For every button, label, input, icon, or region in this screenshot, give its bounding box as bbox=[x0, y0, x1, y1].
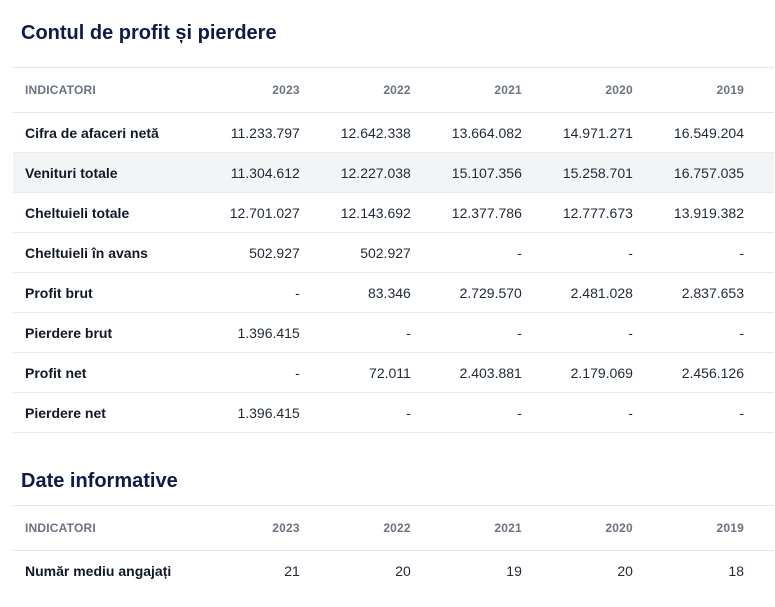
cell-value: 2.179.069 bbox=[551, 352, 663, 393]
cell-value: 1.396.415 bbox=[218, 312, 330, 353]
table-row: Venituri totale 11.304.612 12.227.038 15… bbox=[13, 152, 774, 193]
cell-value: 72.011 bbox=[329, 352, 441, 393]
profit-loss-title: Contul de profit și pierdere bbox=[21, 22, 277, 44]
profit-loss-table: INDICATORI 2023 2022 2021 2020 2019 Cifr… bbox=[13, 67, 774, 433]
cell-value: 13.664.082 bbox=[440, 112, 552, 153]
cell-value: 15.258.701 bbox=[551, 152, 663, 193]
cell-value: 2.403.881 bbox=[440, 352, 552, 393]
cell-value: 12.777.673 bbox=[551, 192, 663, 233]
cell-value: - bbox=[218, 272, 330, 313]
cell-value: 2.481.028 bbox=[551, 272, 663, 313]
column-header-year: 2020 bbox=[551, 505, 663, 551]
cell-value: - bbox=[329, 392, 441, 433]
row-label: Profit net bbox=[13, 352, 219, 393]
column-header-year: 2023 bbox=[218, 67, 330, 113]
cell-value: 12.701.027 bbox=[218, 192, 330, 233]
column-header-year: 2019 bbox=[662, 505, 774, 551]
cell-value: 15.107.356 bbox=[440, 152, 552, 193]
column-header-year: 2022 bbox=[329, 505, 441, 551]
table-row: Cifra de afaceri netă 11.233.797 12.642.… bbox=[13, 112, 774, 153]
cell-value: - bbox=[662, 232, 774, 273]
cell-value: - bbox=[440, 392, 552, 433]
column-header-year: 2022 bbox=[329, 67, 441, 113]
cell-value: 18 bbox=[728, 562, 744, 579]
column-header-year: 2021 bbox=[440, 505, 552, 551]
cell-value: 21 bbox=[284, 562, 300, 579]
cell-value: 16.549.204 bbox=[662, 112, 774, 153]
cell-value: 20 bbox=[395, 562, 411, 579]
cell-value: - bbox=[329, 312, 441, 353]
table-header-row: INDICATORI 2023 2022 2021 2020 2019 bbox=[13, 505, 774, 551]
cell-value: 1.396.415 bbox=[218, 392, 330, 433]
cell-value: - bbox=[662, 392, 774, 433]
cell-value: 12.642.338 bbox=[329, 112, 441, 153]
info-table: INDICATORI 2023 2022 2021 2020 2019 Numă… bbox=[13, 505, 774, 590]
table-row: Pierdere brut 1.396.415 - - - - bbox=[13, 312, 774, 353]
cell-value: - bbox=[551, 312, 663, 353]
row-label: Venituri totale bbox=[13, 152, 219, 193]
row-label: Cheltuieli în avans bbox=[13, 232, 219, 273]
cell-value: - bbox=[218, 352, 330, 393]
cell-value: 19 bbox=[506, 562, 522, 579]
info-title: Date informative bbox=[21, 470, 178, 492]
table-row: Pierdere net 1.396.415 - - - - bbox=[13, 392, 774, 433]
cell-value: 502.927 bbox=[218, 232, 330, 273]
cell-value: 20 bbox=[617, 562, 633, 579]
row-label: Pierdere net bbox=[13, 392, 219, 433]
cell-value: 16.757.035 bbox=[662, 152, 774, 193]
cell-value: - bbox=[440, 232, 552, 273]
cell-value: - bbox=[662, 312, 774, 353]
row-label: Cheltuieli totale bbox=[13, 192, 219, 233]
column-header-year: 2023 bbox=[218, 505, 330, 551]
cell-value: 2.456.126 bbox=[662, 352, 774, 393]
table-row: Profit net - 72.011 2.403.881 2.179.069 … bbox=[13, 352, 774, 393]
cell-value: 11.304.612 bbox=[218, 152, 330, 193]
row-label: Număr mediu angajați bbox=[25, 562, 172, 579]
row-label: Cifra de afaceri netă bbox=[13, 112, 219, 153]
table-row: Profit brut - 83.346 2.729.570 2.481.028… bbox=[13, 272, 774, 313]
cell-value: 12.377.786 bbox=[440, 192, 552, 233]
cell-value: - bbox=[551, 392, 663, 433]
cell-value: 14.971.271 bbox=[551, 112, 663, 153]
cell-value: 502.927 bbox=[329, 232, 441, 273]
row-label: Profit brut bbox=[13, 272, 219, 313]
cell-value: 2.837.653 bbox=[662, 272, 774, 313]
cell-value: 2.729.570 bbox=[440, 272, 552, 313]
table-header-row: INDICATORI 2023 2022 2021 2020 2019 bbox=[13, 67, 774, 113]
cell-value: 83.346 bbox=[329, 272, 441, 313]
column-header-indicator: INDICATORI bbox=[13, 67, 219, 113]
cell-value: - bbox=[551, 232, 663, 273]
table-row: Cheltuieli în avans 502.927 502.927 - - … bbox=[13, 232, 774, 273]
table-row: Număr mediu angajați 21 20 19 20 18 bbox=[13, 551, 774, 591]
table-row: Cheltuieli totale 12.701.027 12.143.692 … bbox=[13, 192, 774, 233]
cell-value: 11.233.797 bbox=[218, 112, 330, 153]
column-header-year: 2020 bbox=[551, 67, 663, 113]
cell-value: 12.143.692 bbox=[329, 192, 441, 233]
row-label: Pierdere brut bbox=[13, 312, 219, 353]
column-header-year: 2021 bbox=[440, 67, 552, 113]
cell-value: - bbox=[440, 312, 552, 353]
cell-value: 12.227.038 bbox=[329, 152, 441, 193]
cell-value: 13.919.382 bbox=[662, 192, 774, 233]
column-header-year: 2019 bbox=[662, 67, 774, 113]
column-header-indicator: INDICATORI bbox=[13, 505, 219, 551]
